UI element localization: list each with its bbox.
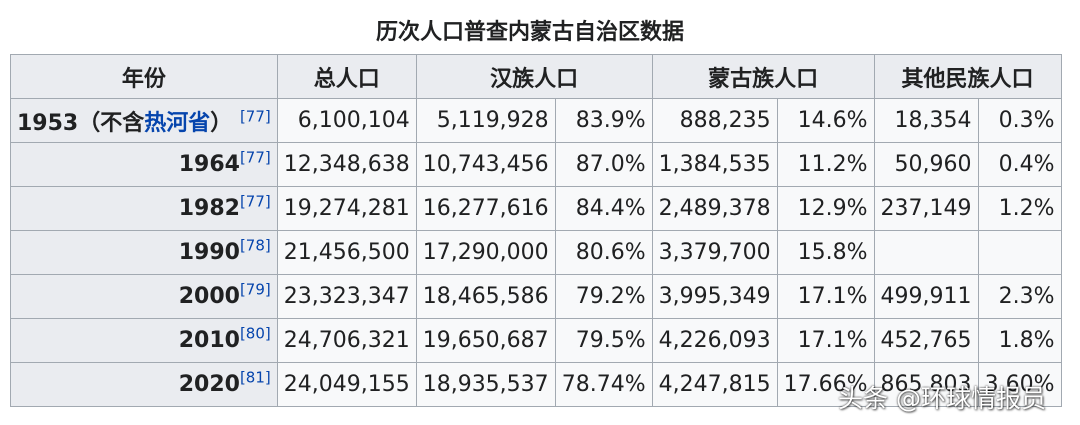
year-cell: 1990[78] <box>10 230 278 275</box>
reference-link[interactable]: [77] <box>239 148 271 167</box>
mongol-pct-cell: 15.8% <box>776 230 875 275</box>
reference-link[interactable]: [77] <box>239 192 271 211</box>
other-cell: 18,354 <box>873 98 979 143</box>
year-cell: 2020[81] <box>10 362 278 407</box>
other-pct-cell <box>977 230 1062 275</box>
census-table: 年份 总人口 汉族人口 蒙古族人口 其他民族人口 1953（不含热河省） [77… <box>10 54 1062 407</box>
han-cell: 19,650,687 <box>415 318 556 363</box>
year-text: 1982 <box>178 196 240 221</box>
han-pct-cell: 87.0% <box>554 142 653 187</box>
header-han: 汉族人口 <box>415 54 653 99</box>
total-cell: 24,706,321 <box>276 318 417 363</box>
total-cell: 23,323,347 <box>276 274 417 319</box>
han-pct-cell: 83.9% <box>554 98 653 143</box>
total-cell: 12,348,638 <box>276 142 417 187</box>
year-cell: 2000[79] <box>10 274 278 319</box>
table-row: 2000[79] 23,323,347 18,465,586 79.2% 3,9… <box>10 274 1062 319</box>
total-cell: 21,456,500 <box>276 230 417 275</box>
year-text: 1990 <box>178 240 240 265</box>
year-text: 2010 <box>178 328 240 353</box>
other-pct-cell: 3.60% <box>977 362 1062 407</box>
reference-link[interactable]: [78] <box>239 236 271 255</box>
rehe-province-link[interactable]: 热河省 <box>144 110 211 136</box>
han-cell: 10,743,456 <box>415 142 556 187</box>
mongol-pct-cell: 17.1% <box>776 274 875 319</box>
year-cell: 1953（不含热河省） [77] <box>10 98 278 143</box>
han-cell: 5,119,928 <box>415 98 556 143</box>
other-cell: 50,960 <box>873 142 979 187</box>
year-cell: 1964[77] <box>10 142 278 187</box>
reference-link[interactable]: [81] <box>239 368 271 387</box>
han-pct-cell: 84.4% <box>554 186 653 231</box>
header-row: 年份 总人口 汉族人口 蒙古族人口 其他民族人口 <box>10 54 1062 99</box>
mongol-cell: 4,226,093 <box>651 318 778 363</box>
total-cell: 19,274,281 <box>276 186 417 231</box>
other-cell <box>873 230 979 275</box>
mongol-cell: 4,247,815 <box>651 362 778 407</box>
mongol-pct-cell: 17.1% <box>776 318 875 363</box>
header-year: 年份 <box>10 54 278 99</box>
total-cell: 24,049,155 <box>276 362 417 407</box>
han-pct-cell: 78.74% <box>554 362 653 407</box>
year-suffix: ） <box>210 110 233 136</box>
table-caption: 历次人口普查内蒙古自治区数据 <box>375 20 684 45</box>
han-cell: 18,465,586 <box>415 274 556 319</box>
other-pct-cell: 1.2% <box>977 186 1062 231</box>
mongol-pct-cell: 12.9% <box>776 186 875 231</box>
year-text: 2020 <box>178 372 240 397</box>
year-text: 2000 <box>178 284 240 309</box>
other-cell: 499,911 <box>873 274 979 319</box>
mongol-cell: 3,995,349 <box>651 274 778 319</box>
table-row: 1964[77] 12,348,638 10,743,456 87.0% 1,3… <box>10 142 1062 187</box>
other-pct-cell: 1.8% <box>977 318 1062 363</box>
han-cell: 18,935,537 <box>415 362 556 407</box>
other-cell: 452,765 <box>873 318 979 363</box>
mongol-cell: 3,379,700 <box>651 230 778 275</box>
year-text: 1953（不含 <box>17 110 145 136</box>
han-pct-cell: 80.6% <box>554 230 653 275</box>
mongol-pct-cell: 17.66% <box>776 362 875 407</box>
watermark-text: 头条 @环球情报员 <box>838 384 1046 413</box>
mongol-cell: 888,235 <box>651 98 778 143</box>
year-cell: 2010[80] <box>10 318 278 363</box>
mongol-pct-cell: 14.6% <box>776 98 875 143</box>
header-total: 总人口 <box>276 54 417 99</box>
year-text: 1964 <box>178 152 240 177</box>
other-cell: 865,803 <box>873 362 979 407</box>
table-row: 2020[81] 24,049,155 18,935,537 78.74% 4,… <box>10 362 1062 407</box>
mongol-cell: 1,384,535 <box>651 142 778 187</box>
other-pct-cell: 0.3% <box>977 98 1062 143</box>
table-row: 2010[80] 24,706,321 19,650,687 79.5% 4,2… <box>10 318 1062 363</box>
year-cell: 1982[77] <box>10 186 278 231</box>
han-cell: 17,290,000 <box>415 230 556 275</box>
table-row: 1953（不含热河省） [77] 6,100,104 5,119,928 83.… <box>10 98 1062 143</box>
mongol-cell: 2,489,378 <box>651 186 778 231</box>
table-row: 1982[77] 19,274,281 16,277,616 84.4% 2,4… <box>10 186 1062 231</box>
mongol-pct-cell: 11.2% <box>776 142 875 187</box>
reference-link[interactable]: [80] <box>239 324 271 343</box>
reference-link[interactable]: [77] <box>239 107 271 126</box>
han-pct-cell: 79.2% <box>554 274 653 319</box>
reference-link[interactable]: [79] <box>239 280 271 299</box>
other-pct-cell: 2.3% <box>977 274 1062 319</box>
header-other: 其他民族人口 <box>873 54 1062 99</box>
table-row: 1990[78] 21,456,500 17,290,000 80.6% 3,3… <box>10 230 1062 275</box>
han-pct-cell: 79.5% <box>554 318 653 363</box>
han-cell: 16,277,616 <box>415 186 556 231</box>
other-pct-cell: 0.4% <box>977 142 1062 187</box>
total-cell: 6,100,104 <box>276 98 417 143</box>
header-mongol: 蒙古族人口 <box>651 54 875 99</box>
other-cell: 237,149 <box>873 186 979 231</box>
